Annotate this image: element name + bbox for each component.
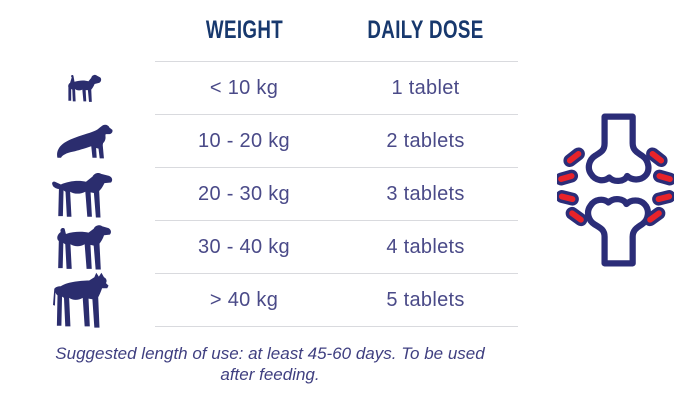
- weight-value: 30 - 40 kg: [155, 221, 333, 274]
- weight-value: < 10 kg: [155, 62, 333, 115]
- table-row-3-dog: [12, 168, 155, 221]
- dose-header-label: DAILY DOSE: [367, 16, 484, 44]
- weight-value: 10 - 20 kg: [155, 115, 333, 168]
- header-spacer: [12, 0, 155, 62]
- small-dog-icon: [67, 74, 101, 102]
- table-row-2-dog: [12, 115, 155, 168]
- dose-value: 5 tablets: [333, 274, 518, 327]
- dosage-table: WEIGHT DAILY DOSE < 10 kg 1 tablet 10 - …: [12, 0, 518, 328]
- rottweiler-icon: [56, 225, 111, 270]
- dose-value: 1 tablet: [333, 62, 518, 115]
- great-dane-icon: [52, 272, 109, 328]
- dose-value: 4 tablets: [333, 221, 518, 274]
- basset-hound-icon: [56, 124, 113, 158]
- weight-value: > 40 kg: [155, 274, 333, 327]
- pointer-dog-icon: [51, 172, 112, 217]
- table-row-5-dog: [12, 272, 155, 328]
- dose-value: 3 tablets: [333, 168, 518, 221]
- weight-column-header: WEIGHT: [155, 0, 333, 62]
- inflamed-joint-icon: [557, 113, 674, 267]
- weight-header-label: WEIGHT: [205, 16, 283, 44]
- table-row-1-dog: [12, 62, 155, 115]
- dose-value: 2 tablets: [333, 115, 518, 168]
- weight-value: 20 - 30 kg: [155, 168, 333, 221]
- table-row-4-dog: [12, 221, 155, 274]
- usage-note: Suggested length of use: at least 45-60 …: [55, 344, 485, 384]
- dose-column-header: DAILY DOSE: [333, 0, 518, 62]
